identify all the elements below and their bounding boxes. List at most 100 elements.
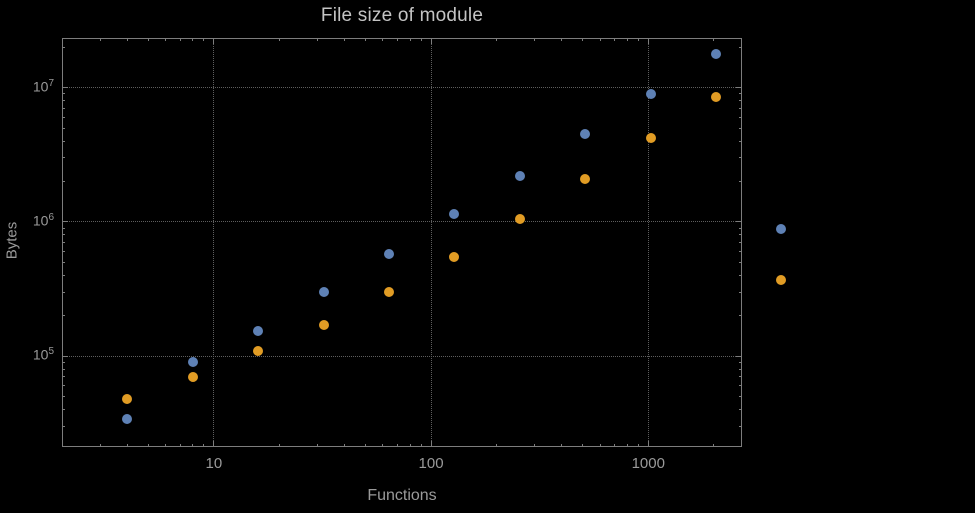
x-tick (614, 444, 616, 447)
y-tick-right (739, 181, 742, 183)
x-tick-label: 100 (418, 455, 444, 472)
x-tick-top (409, 38, 411, 41)
y-tick-right (739, 234, 742, 236)
x-tick-top (582, 38, 584, 41)
y-tick-right (739, 251, 742, 253)
x-tick (713, 444, 715, 447)
x-tick-top (365, 38, 367, 41)
x-axis-label: Functions (367, 487, 437, 504)
x-tick-top (561, 38, 563, 41)
scatter-point (580, 173, 591, 184)
x-tick-top (344, 38, 346, 41)
scatter-point (383, 248, 394, 259)
x-tick (396, 444, 398, 447)
scatter-point (645, 88, 656, 99)
x-tick (344, 444, 346, 447)
y-tick (62, 181, 65, 183)
y-tick (62, 117, 65, 119)
y-axis-label: Bytes (3, 221, 21, 260)
y-tick (62, 361, 65, 363)
scatter-point (187, 371, 198, 382)
y-tick-label: 105 (32, 346, 54, 363)
x-tick (582, 444, 584, 447)
y-tick-right (739, 274, 742, 276)
y-tick (62, 46, 65, 48)
y-tick-right (739, 385, 742, 387)
y-tick (62, 355, 68, 357)
scatter-point (253, 325, 264, 336)
x-tick (495, 444, 497, 447)
y-tick (62, 385, 65, 387)
x-tick (534, 444, 536, 447)
x-tick-top (599, 38, 601, 41)
y-tick (62, 157, 65, 159)
x-tick (599, 444, 601, 447)
x-tick (409, 444, 411, 447)
x-tick-label: 1000 (631, 455, 665, 472)
y-tick-label: 107 (32, 77, 54, 95)
x-tick-top (382, 38, 384, 41)
x-tick-top (420, 38, 422, 41)
y-tick-right (739, 140, 742, 142)
scatter-point (449, 251, 460, 262)
x-gridline (213, 38, 215, 447)
scatter-point (645, 133, 656, 144)
scatter-point (122, 413, 133, 424)
y-tick-right (739, 376, 742, 378)
x-tick (179, 444, 181, 447)
y-tick-right (739, 408, 742, 410)
scatter-point (449, 208, 460, 219)
y-tick-right (739, 127, 742, 129)
x-tick (647, 441, 649, 447)
y-tick (62, 87, 68, 89)
scatter-point (383, 287, 394, 298)
y-tick (62, 376, 65, 378)
plot-frame (62, 38, 742, 447)
y-tick (62, 368, 65, 370)
y-tick (62, 227, 65, 229)
scatter-point (187, 357, 198, 368)
x-tick-top (713, 38, 715, 41)
x-tick-top (203, 38, 205, 41)
x-tick (203, 444, 205, 447)
x-tick (99, 444, 101, 447)
x-tick-top (495, 38, 497, 41)
y-tick-right (739, 108, 742, 110)
y-tick (62, 221, 68, 223)
y-tick-right (739, 291, 742, 293)
y-tick (62, 234, 65, 236)
y-tick (62, 425, 65, 427)
x-tick-top (626, 38, 628, 41)
y-tick-right (739, 261, 742, 263)
scatter-point (580, 129, 591, 140)
y-tick (62, 274, 65, 276)
x-gridline (647, 38, 649, 447)
y-tick-right (739, 242, 742, 244)
y-gridline (62, 87, 742, 89)
y-gridline (62, 355, 742, 357)
scatter-point (514, 214, 525, 225)
x-tick (213, 441, 215, 447)
y-tick-right (739, 425, 742, 427)
x-tick-top (192, 38, 194, 41)
x-tick (316, 444, 318, 447)
x-tick (430, 441, 432, 447)
chart-title: File size of module (320, 5, 484, 26)
y-tick-right (736, 355, 742, 357)
x-tick-top (147, 38, 149, 41)
scatter-point (253, 345, 264, 356)
y-tick (62, 127, 65, 129)
x-gridline (430, 38, 432, 447)
x-tick-top (647, 38, 649, 44)
x-tick-top (213, 38, 215, 44)
y-tick-right (739, 368, 742, 370)
x-tick-top (396, 38, 398, 41)
y-tick-right (739, 100, 742, 102)
x-tick-top (534, 38, 536, 41)
x-tick (365, 444, 367, 447)
x-tick (626, 444, 628, 447)
x-tick (278, 444, 280, 447)
x-tick (192, 444, 194, 447)
x-tick-top (126, 38, 128, 41)
